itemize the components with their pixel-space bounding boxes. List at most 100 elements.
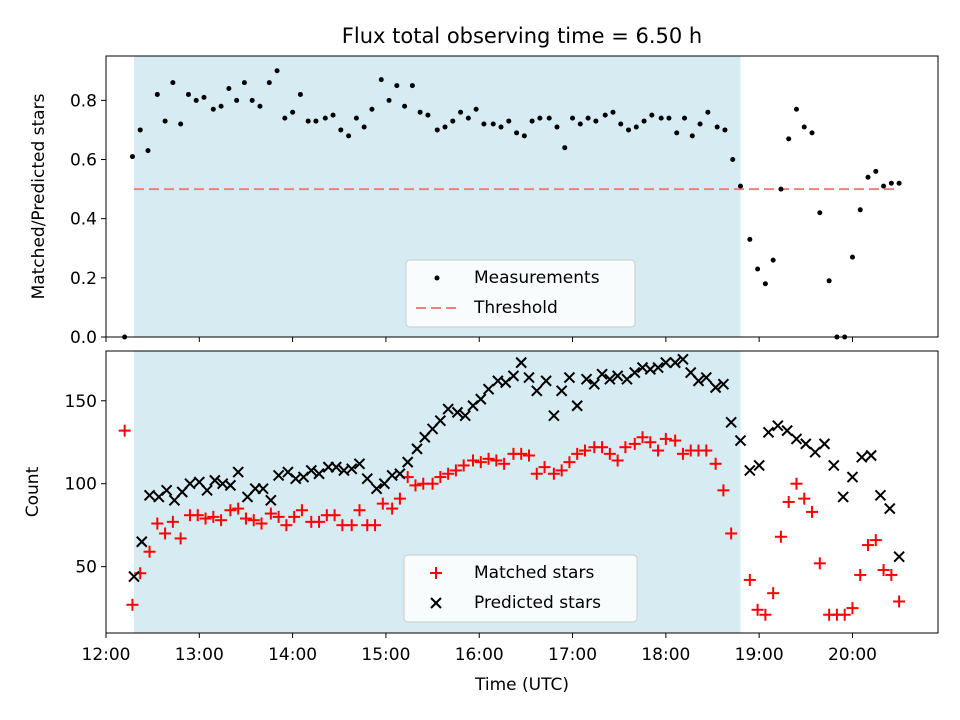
y-tick-label: 100	[65, 475, 97, 495]
measurement-point	[201, 94, 207, 100]
top-x-ticks	[105, 337, 853, 342]
predicted-star-point	[507, 370, 520, 382]
matched-star-point	[806, 505, 819, 518]
predicted-star-point	[434, 414, 447, 427]
predicted-star-point	[753, 459, 765, 472]
predicted-star-point	[346, 463, 358, 475]
measurement-point	[129, 154, 135, 160]
matched-star-point	[247, 514, 260, 527]
matched-star-point	[563, 456, 576, 469]
matched-star-point	[369, 519, 382, 532]
measurement-point	[305, 118, 311, 124]
measurement-point	[633, 124, 639, 130]
predicted-star-point	[475, 393, 487, 405]
predicted-star-point	[401, 456, 414, 468]
measurement-point	[378, 77, 384, 83]
x-tick-label: 12:00	[82, 645, 131, 665]
top-y-axis-label: Matched/Predicted stars	[29, 93, 49, 299]
predicted-star-point	[531, 385, 543, 397]
matched-star-point	[530, 467, 543, 480]
measurement-point	[801, 124, 807, 130]
predicted-star-point	[515, 356, 527, 369]
matched-star-point	[191, 509, 204, 522]
predicted-star-point	[818, 438, 831, 450]
measurement-point	[417, 109, 423, 115]
measurement-point	[697, 121, 703, 127]
measurement-points	[122, 68, 902, 340]
measurement-point	[473, 106, 479, 112]
matched-star-point	[143, 545, 156, 558]
matched-star-point	[774, 530, 787, 543]
matched-star-point	[295, 504, 308, 517]
matched-star-point	[313, 515, 326, 528]
matched-star-point	[264, 507, 277, 520]
predicted-star-point	[893, 550, 905, 563]
predicted-star-point	[700, 371, 712, 384]
bottom-legend: Matched stars Predicted stars	[403, 554, 638, 623]
measurement-point	[241, 80, 247, 86]
matched-star-point	[345, 519, 358, 532]
matched-star-point	[426, 477, 439, 490]
matched-star-point	[386, 502, 399, 515]
predicted-star-point	[160, 484, 173, 497]
x-tick-label: 18:00	[641, 645, 690, 665]
matched-star-point	[652, 444, 665, 457]
matched-star-point	[328, 509, 341, 522]
predicted-star-point	[790, 433, 803, 445]
top-y-ticks: 0.0 0.2 0.4 0.6 0.8	[70, 91, 106, 348]
measurement-point	[137, 127, 143, 133]
matched-star-point	[434, 471, 447, 484]
bottom-y-axis-label: Count	[23, 466, 43, 517]
measurement-point	[602, 112, 608, 118]
measurement-point	[849, 254, 855, 260]
predicted-star-point	[305, 464, 317, 477]
top-legend-box	[405, 259, 636, 328]
predicted-star-point	[571, 400, 583, 412]
legend-marker-predicted	[430, 597, 442, 609]
matched-star-point	[838, 608, 851, 621]
matched-star-point	[207, 510, 220, 523]
measurement-point	[210, 106, 216, 112]
matched-star-point	[272, 510, 285, 523]
matched-star-point	[644, 436, 657, 449]
measurement-point	[249, 97, 255, 103]
measurement-point	[562, 145, 568, 151]
measurement-point	[394, 83, 400, 89]
predicted-star-point	[629, 366, 641, 379]
measurement-point	[658, 115, 664, 121]
x-tick-label: 16:00	[455, 645, 504, 665]
measurement-point	[369, 106, 375, 112]
measurement-point	[529, 118, 535, 124]
matched-star-point	[393, 492, 406, 505]
predicted-star-point	[734, 434, 747, 447]
measurement-point	[689, 133, 695, 139]
predicted-star-point	[523, 371, 535, 384]
matched-star-point	[700, 444, 713, 457]
predicted-star-point	[856, 451, 868, 463]
predicted-star-point	[709, 381, 722, 394]
matched-star-point	[215, 514, 228, 527]
measurement-point	[817, 210, 823, 216]
matched-star-point	[603, 447, 616, 460]
x-tick-label: 19:00	[735, 645, 784, 665]
predicted-star-point	[459, 409, 471, 422]
measurement-point	[826, 278, 832, 284]
measurement-point	[313, 118, 319, 124]
predicted-star-point	[580, 373, 593, 385]
matched-star-point	[578, 444, 591, 457]
matched-star-point	[869, 534, 882, 547]
y-tick-label: 0.8	[70, 91, 97, 111]
matched-star-point	[846, 602, 859, 615]
matched-star-point	[538, 461, 551, 474]
x-tick-label: 13:00	[175, 645, 224, 665]
matched-star-point	[498, 457, 511, 470]
measurement-point	[618, 121, 624, 127]
matched-star-point	[628, 437, 641, 450]
measurement-point	[506, 118, 512, 124]
measurement-point	[554, 124, 560, 130]
predicted-star-point	[184, 477, 196, 490]
predicted-star-point	[837, 491, 849, 503]
x-tick-label: 17:00	[548, 645, 597, 665]
matched-star-point	[885, 568, 898, 581]
